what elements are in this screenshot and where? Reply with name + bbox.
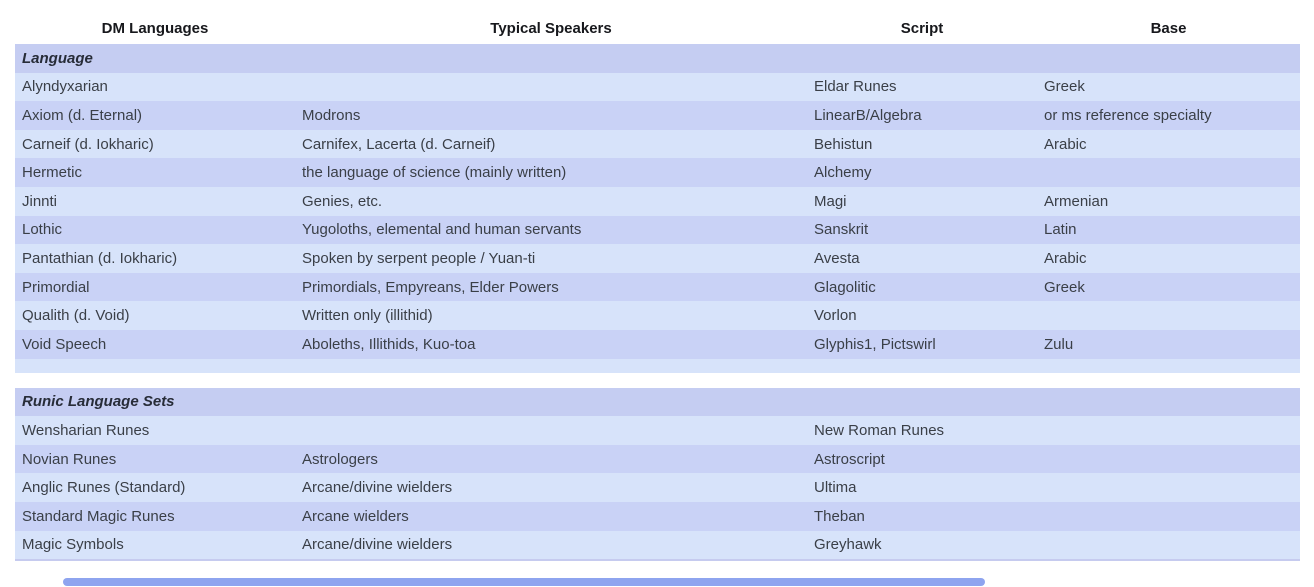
cell-script: Vorlon <box>814 307 857 325</box>
cell-language: Hermetic <box>22 164 83 182</box>
languages-table: DM Languages Typical Speakers Script Bas… <box>15 0 1300 562</box>
cell-script: Alchemy <box>814 164 872 182</box>
section-title: Language <box>22 49 93 67</box>
table-row: Primordial Primordials, Empyreans, Elder … <box>15 272 1300 302</box>
table-row: Qualith (d. Void) Written only (illithid)… <box>15 301 1300 330</box>
table-bottom-border <box>15 559 1300 562</box>
table-row: Jinnti Genies, etc. Magi Armenian <box>15 186 1300 216</box>
cell-language: Lothic <box>22 221 63 239</box>
cell-typical-speakers: Yugoloths, elemental and human servants <box>302 221 582 239</box>
cell-typical-speakers: Written only (illithid) <box>302 307 433 325</box>
cell-base: or ms reference specialty <box>1044 106 1212 124</box>
cell-language: Novian Runes <box>22 450 117 468</box>
cell-typical-speakers: Carnifex, Lacerta (d. Carneif) <box>302 135 496 153</box>
cell-script: Avesta <box>814 249 860 267</box>
cell-base: Latin <box>1044 221 1077 239</box>
cell-language: Magic Symbols <box>22 536 124 554</box>
table-row: Pantathian (d. Iokharic) Spoken by serpen… <box>15 244 1300 273</box>
horizontal-scrollbar-thumb[interactable] <box>63 578 985 586</box>
section-gap <box>15 372 1300 388</box>
table-row: Standard Magic Runes Arcane wielders Theba… <box>15 501 1300 531</box>
cell-base: Armenian <box>1044 192 1109 210</box>
column-header-base: Base <box>1150 20 1187 37</box>
cell-language: Jinnti <box>22 192 58 210</box>
table-row: Magic Symbols Arcane/divine wielders Greyh… <box>15 530 1300 560</box>
cell-language: Standard Magic Runes <box>22 507 175 525</box>
table-row: Novian Runes Astrologers Astroscript <box>15 444 1300 474</box>
cell-language: Alyndyxarian <box>22 78 108 96</box>
column-header-typical-speakers: Typical Speakers <box>490 20 612 37</box>
cell-script: Theban <box>814 507 865 525</box>
table-row: Alyndyxarian Eldar Runes Greek <box>15 72 1300 102</box>
cell-script: Greyhawk <box>814 536 882 554</box>
column-header-dm-languages: DM Languages <box>101 20 209 37</box>
cell-base: Greek <box>1044 78 1085 96</box>
cell-base: Arabic <box>1044 249 1087 267</box>
cell-script: LinearB/Algebra <box>814 106 922 124</box>
table-row: Anglic Runes (Standard) Arcane/divine wie… <box>15 473 1300 502</box>
section-header-row: Runic Language Sets <box>15 387 1300 417</box>
cell-script: Eldar Runes <box>814 78 897 96</box>
cell-typical-speakers: Astrologers <box>302 450 378 468</box>
cell-language: Axiom (d. Eternal) <box>22 106 143 124</box>
cell-language: Anglic Runes (Standard) <box>22 479 186 497</box>
cell-typical-speakers: Spoken by serpent people / Yuan-ti <box>302 249 536 267</box>
cell-language: Void Speech <box>22 335 107 353</box>
cell-typical-speakers: Modrons <box>302 106 361 124</box>
table-row: Void Speech Aboleths, Illithids, Kuo-toa G… <box>15 329 1300 359</box>
table-row: Hermetic the language of science (mainly … <box>15 158 1300 187</box>
cell-typical-speakers: the language of science (mainly written) <box>302 164 567 182</box>
cell-typical-speakers: Genies, etc. <box>302 192 383 210</box>
cell-typical-speakers: Primordials, Empyreans, Elder Powers <box>302 278 559 296</box>
cell-language: Qualith (d. Void) <box>22 307 130 325</box>
cell-base: Zulu <box>1044 335 1074 353</box>
cell-language: Pantathian (d. Iokharic) <box>22 249 178 267</box>
cell-typical-speakers: Arcane/divine wielders <box>302 536 453 554</box>
table-row: Lothic Yugoloths, elemental and human ser… <box>15 215 1300 245</box>
cell-typical-speakers: Arcane wielders <box>302 507 409 525</box>
empty-row <box>15 358 1300 373</box>
cell-script: Glyphis1, Pictswirl <box>814 335 936 353</box>
section-title: Runic Language Sets <box>22 393 175 411</box>
table-row: Axiom (d. Eternal) Modrons LinearB/Algebra… <box>15 101 1300 130</box>
table-row: Carneif (d. Iokharic) Carnifex, Lacerta (… <box>15 129 1300 159</box>
cell-language: Wensharian Runes <box>22 421 150 439</box>
cell-script: Behistun <box>814 135 873 153</box>
column-header-script: Script <box>900 20 944 37</box>
cell-script: Magi <box>814 192 847 210</box>
cell-script: Glagolitic <box>814 278 876 296</box>
cell-base: Arabic <box>1044 135 1087 153</box>
cell-script: Astroscript <box>814 450 885 468</box>
cell-base: Greek <box>1044 278 1085 296</box>
cell-typical-speakers: Arcane/divine wielders <box>302 479 453 497</box>
table-body: Language Alyndyxarian Eldar Runes Greek Axio… <box>15 44 1300 560</box>
section-header-row: Language <box>15 44 1300 73</box>
cell-language: Primordial <box>22 278 90 296</box>
cell-script: New Roman Runes <box>814 421 945 439</box>
cell-typical-speakers: Aboleths, Illithids, Kuo-toa <box>302 335 476 353</box>
cell-script: Sanskrit <box>814 221 869 239</box>
cell-language: Carneif (d. Iokharic) <box>22 135 154 153</box>
table-header-row: DM Languages Typical Speakers Script Bas… <box>15 0 1300 44</box>
table-row: Wensharian Runes New Roman Runes <box>15 416 1300 445</box>
cell-script: Ultima <box>814 479 857 497</box>
